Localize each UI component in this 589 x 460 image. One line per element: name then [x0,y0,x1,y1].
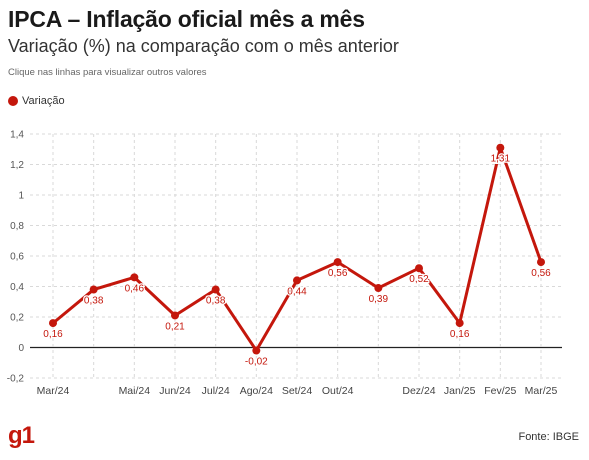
y-tick-label: -0,2 [7,374,25,385]
y-tick-label: 0,2 [10,313,24,324]
y-tick-label: 1,4 [10,130,24,141]
data-label: 0,39 [369,294,389,305]
x-tick-label: Mai/24 [119,385,151,397]
x-tick-label: Mar/24 [37,385,70,397]
data-point[interactable] [171,311,179,320]
y-axis-ticks: -0,2 0 0,2 0,4 0,6 0,8 1 1,2 1,4 [7,130,25,385]
x-tick-label: Out/24 [322,385,354,397]
data-point[interactable] [415,264,423,273]
data-point[interactable] [374,284,383,293]
data-point[interactable] [333,258,342,267]
data-point[interactable] [537,258,545,267]
x-axis-ticks: Mar/24 Mai/24 Jun/24 Jul/24 Ago/24 Set/24 Out/… [37,385,558,397]
interaction-hint: Clique nas linhas para visualizar outros… [8,67,207,78]
data-label: 0,21 [165,321,185,332]
chart-title: IPCA – Inflação oficial mês a mês [8,6,365,32]
y-tick-label: 0,4 [10,282,24,293]
data-label: 0,44 [287,286,307,297]
legend-marker-icon [8,96,18,106]
data-point[interactable] [49,319,57,328]
data-point[interactable] [455,319,464,328]
data-label: 0,16 [450,329,470,340]
y-tick-label: 0,6 [10,252,24,263]
y-tick-label: 1,2 [10,160,24,171]
data-label: 0,38 [84,296,104,307]
y-tick-label: 0,8 [10,221,24,232]
legend-item-variacao[interactable]: Variação [8,95,65,107]
data-label: 0,46 [125,283,145,294]
data-label: 0,56 [531,268,551,279]
data-point[interactable] [252,346,261,355]
x-tick-label: Mar/25 [525,385,558,397]
data-point[interactable] [293,276,301,285]
data-point[interactable] [496,143,505,152]
grid-lines [30,133,562,379]
data-point[interactable] [211,285,220,294]
legend-label: Variação [22,95,65,107]
data-label: 1,31 [491,154,511,165]
x-tick-label: Fev/25 [484,385,516,397]
x-tick-label: Dez/24 [402,385,435,397]
chart-subtitle: Variação (%) na comparação com o mês ant… [8,36,399,56]
g1-logo: g1 [8,422,35,449]
data-label: -0,02 [245,357,268,368]
y-tick-label: 1 [18,191,24,202]
x-tick-label: Set/24 [282,385,313,397]
data-label: 0,56 [328,268,348,279]
data-label: 0,52 [409,274,429,285]
x-tick-label: Jun/24 [159,385,191,397]
x-tick-label: Jan/25 [444,385,476,397]
x-tick-label: Ago/24 [240,385,273,397]
series-variacao[interactable]: 0,16 0,38 0,46 0,21 0,38 -0,02 0,44 0,56 0,39 0,5… [42,143,552,369]
y-tick-label: 0 [18,343,24,354]
data-label: 0,16 [43,329,63,340]
data-point[interactable] [89,285,98,294]
x-tick-label: Jul/24 [202,385,230,397]
source-note: Fonte: IBGE [518,431,579,443]
data-label: 0,38 [206,296,226,307]
data-point[interactable] [130,273,139,282]
